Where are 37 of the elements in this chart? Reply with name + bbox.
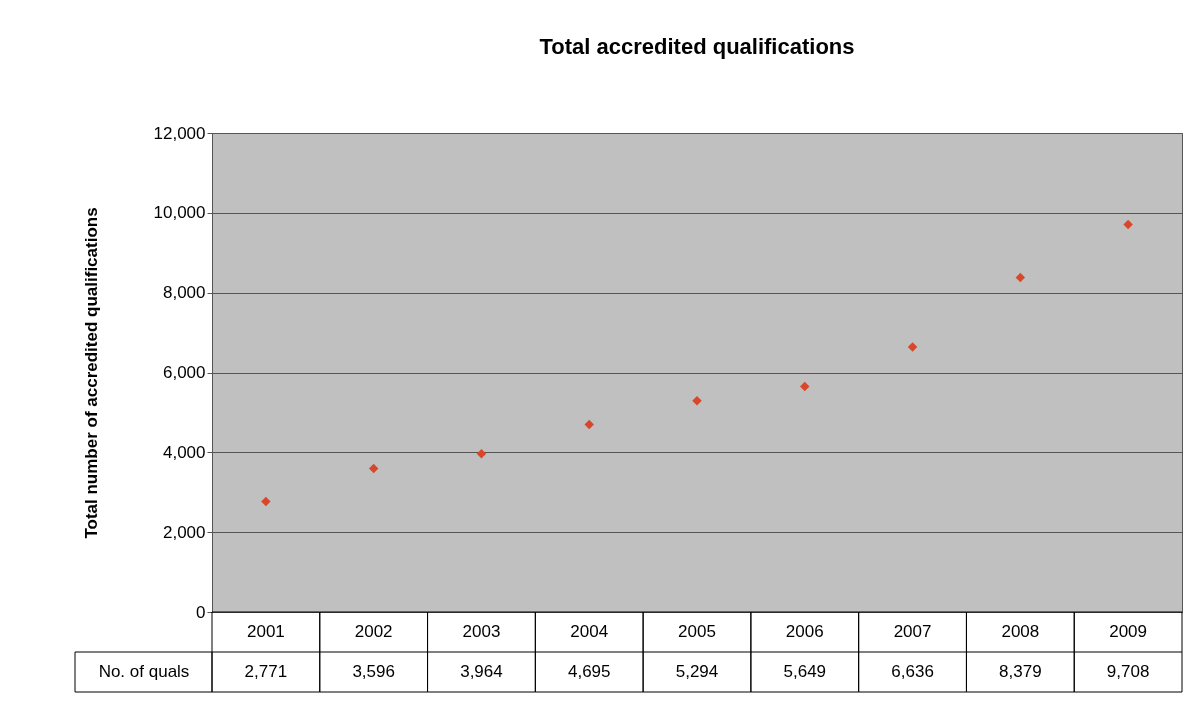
point [368,463,379,474]
point [1015,272,1026,283]
y-tick-label: 6,000 [162,363,206,382]
point [692,395,702,406]
point [476,449,487,459]
data-label: 5,294 [675,662,719,681]
point [1123,219,1133,230]
data-label: 6,636 [891,662,934,681]
y-tick-label: 12,000 [153,123,206,143]
point [800,381,810,392]
y-tick-label: 10,000 [153,203,206,223]
x-tick-label: 2008 [1001,621,1040,641]
data-label: 5,649 [783,662,827,681]
text: No. of quals [98,662,190,681]
y-axis-title: Total number of accredited qualifications [81,207,101,539]
data-label: 9,708 [1106,662,1150,681]
x-tick-label: 2004 [570,621,609,641]
x-tick-label: 2009 [1109,621,1148,641]
point [907,342,918,352]
x-tick-label: 2006 [785,621,824,641]
data-label: 4,695 [567,662,611,681]
x-tick-label: 2005 [678,621,716,641]
x-tick-label: 2007 [893,621,932,641]
chart-title: Total accredited qualifications [539,34,855,59]
data-label: 3,596 [352,662,395,681]
data-label: 2,771 [244,662,288,681]
x-tick-label: 2003 [462,621,501,641]
data-label: 8,379 [999,662,1042,681]
x-tick-label: 2001 [246,621,285,641]
y-tick-label: 0 [196,602,206,622]
y-tick-label: 2,000 [162,522,206,542]
y-tick-label: 8,000 [162,283,206,303]
point [584,419,594,430]
data-label: 3,964 [460,662,503,681]
point [261,496,271,507]
x-tick-label: 2002 [354,621,393,641]
y-tick-label: 4,000 [162,442,206,462]
